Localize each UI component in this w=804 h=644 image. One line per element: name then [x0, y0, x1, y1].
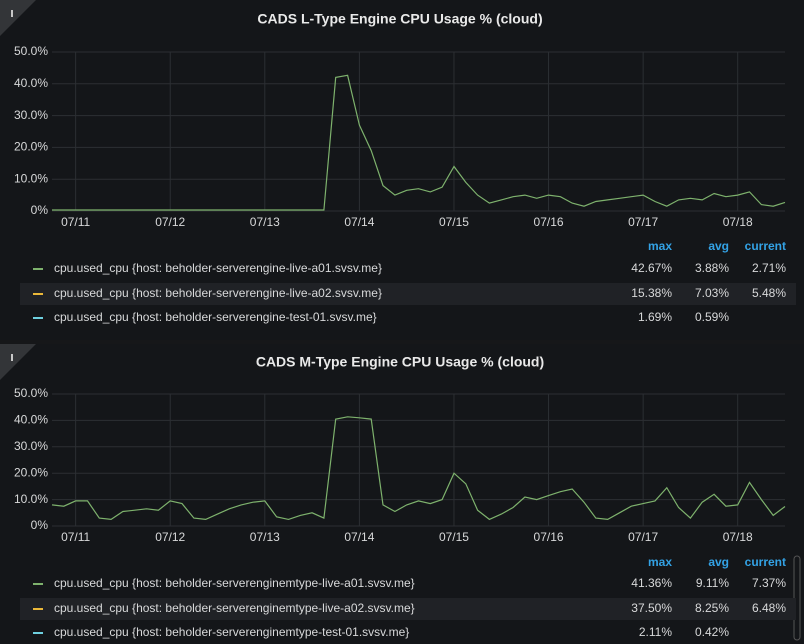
legend-entry: cpu.used_cpu {host: beholder-serverengin…: [54, 576, 415, 590]
legend-stat: 15.38%: [631, 286, 672, 300]
legend-entry: cpu.used_cpu {host: beholder-serverengin…: [54, 601, 415, 615]
y-tick-label: 40.0%: [14, 413, 48, 427]
x-tick-label: 07/11: [61, 530, 90, 544]
legend-stat: 41.36%: [631, 576, 672, 590]
x-tick-label: 07/13: [250, 215, 280, 229]
chart-title: CADS M-Type Engine CPU Usage % (cloud): [256, 354, 544, 370]
legend-entry: cpu.used_cpu {host: beholder-serverengin…: [54, 625, 409, 639]
legend-entry: cpu.used_cpu {host: beholder-serverengin…: [54, 286, 382, 300]
legend-row-highlight: [20, 283, 796, 305]
info-corner[interactable]: [0, 344, 36, 380]
info-icon: [11, 10, 13, 17]
legend-stat: 7.37%: [752, 576, 786, 590]
legend-stat: 3.88%: [695, 261, 729, 275]
legend-header: current: [745, 555, 786, 569]
legend-stat: 5.48%: [752, 286, 786, 300]
legend-stat: 42.67%: [631, 261, 672, 275]
info-icon: [11, 354, 13, 361]
info-corner[interactable]: [0, 0, 36, 36]
y-tick-label: 0%: [31, 518, 49, 532]
x-tick-label: 07/12: [155, 215, 185, 229]
y-tick-label: 30.0%: [14, 439, 48, 453]
legend-stat: 8.25%: [695, 601, 729, 615]
legend-row-highlight: [20, 598, 796, 620]
x-tick-label: 07/15: [439, 530, 469, 544]
y-tick-label: 40.0%: [14, 76, 48, 90]
x-tick-label: 07/16: [534, 215, 564, 229]
legend-stat: 2.71%: [752, 261, 786, 275]
legend-stat: 9.11%: [696, 576, 729, 590]
y-tick-label: 50.0%: [14, 44, 48, 58]
chart-title: CADS L-Type Engine CPU Usage % (cloud): [257, 11, 542, 27]
x-tick-label: 07/14: [344, 530, 374, 544]
x-tick-label: 07/11: [61, 215, 90, 229]
legend-stat: 6.48%: [752, 601, 786, 615]
legend-stat: 0.42%: [695, 625, 729, 639]
x-tick-label: 07/14: [344, 215, 374, 229]
legend-header: max: [648, 555, 672, 569]
series-line: [52, 74, 786, 211]
x-tick-label: 07/18: [723, 530, 753, 544]
x-tick-label: 07/15: [439, 215, 469, 229]
legend-entry: cpu.used_cpu {host: beholder-serverengin…: [54, 261, 382, 275]
legend-stat: 1.69%: [638, 310, 672, 324]
y-tick-label: 10.0%: [14, 492, 48, 506]
y-tick-label: 0%: [31, 203, 49, 217]
legend-stat: 37.50%: [631, 601, 672, 615]
x-tick-label: 07/17: [628, 530, 658, 544]
legend-header: max: [648, 239, 672, 253]
x-tick-label: 07/16: [534, 530, 564, 544]
legend-header: avg: [708, 555, 729, 569]
charts: CADS L-Type Engine CPU Usage % (cloud) 0%…: [14, 11, 796, 639]
legend-stat: 0.59%: [695, 310, 729, 324]
legend-entry: cpu.used_cpu {host: beholder-serverengin…: [54, 310, 377, 324]
y-tick-label: 10.0%: [14, 171, 48, 185]
y-tick-label: 30.0%: [14, 108, 48, 122]
legend-stat: 2.11%: [639, 625, 672, 639]
legend-header: avg: [708, 239, 729, 253]
series-line: [51, 416, 786, 521]
legend-header: current: [745, 239, 786, 253]
x-tick-label: 07/12: [155, 530, 185, 544]
x-tick-label: 07/18: [723, 215, 753, 229]
x-tick-label: 07/13: [250, 530, 280, 544]
y-tick-label: 50.0%: [14, 386, 48, 400]
legend-stat: 7.03%: [695, 286, 729, 300]
y-tick-label: 20.0%: [14, 140, 48, 154]
x-tick-label: 07/17: [628, 215, 658, 229]
y-tick-label: 20.0%: [14, 465, 48, 479]
